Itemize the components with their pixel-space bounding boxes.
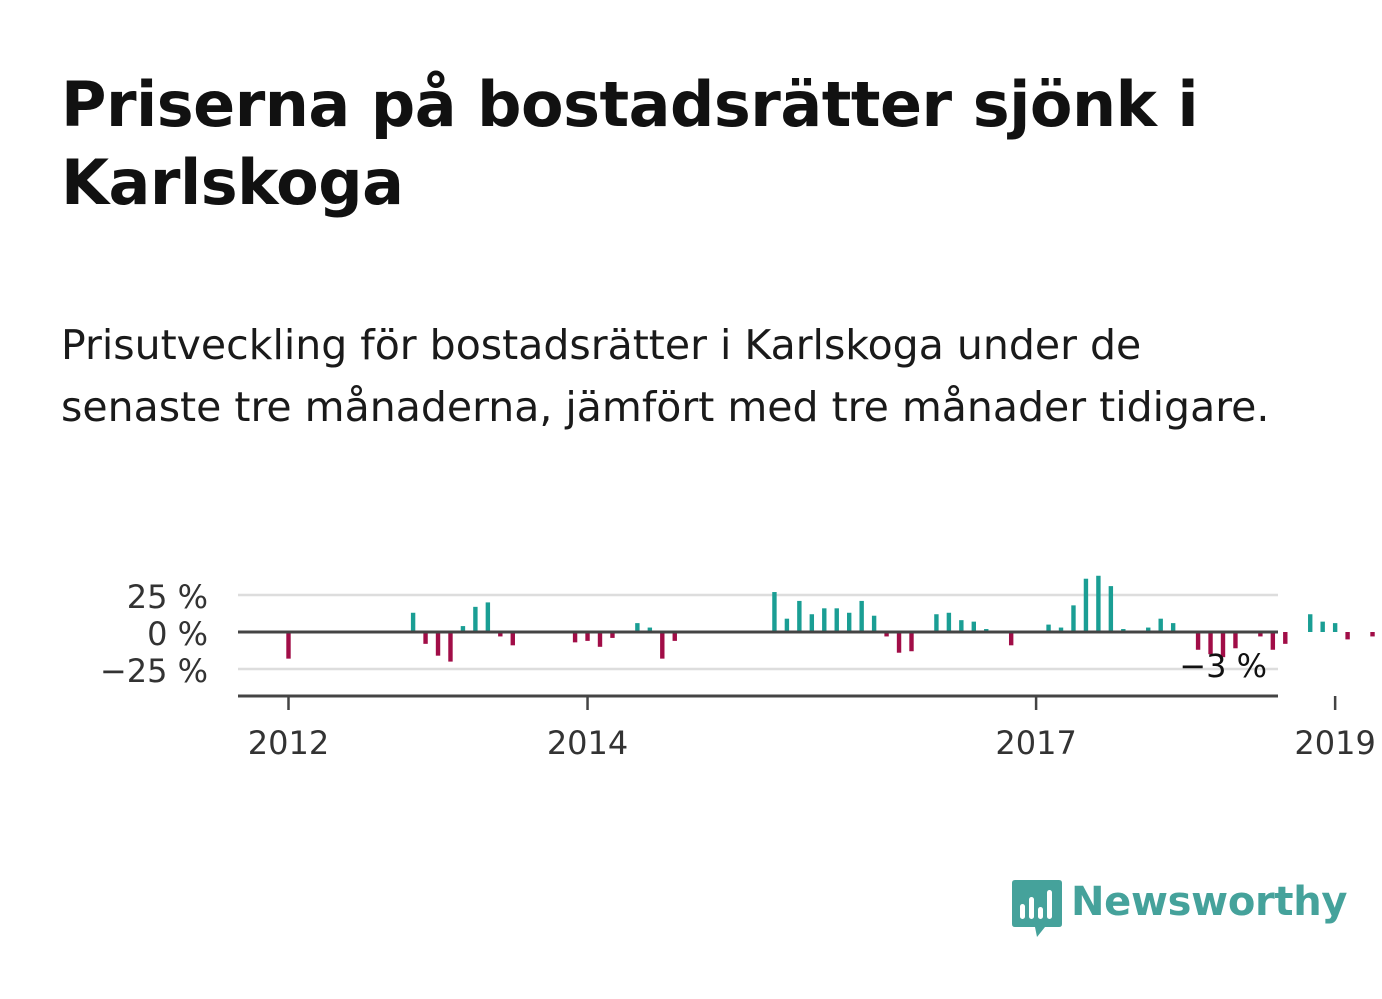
bar bbox=[1283, 632, 1288, 644]
bar bbox=[635, 623, 640, 632]
bar bbox=[423, 632, 428, 644]
newsworthy-logo-icon bbox=[1012, 880, 1062, 937]
bar bbox=[1332, 623, 1338, 632]
bar bbox=[871, 615, 877, 632]
bar bbox=[473, 606, 478, 632]
bar bbox=[822, 608, 827, 632]
bar bbox=[1046, 624, 1051, 632]
bar bbox=[1108, 586, 1114, 632]
x-tick-label: 2014 bbox=[547, 724, 628, 762]
bar bbox=[971, 621, 976, 632]
bar bbox=[1258, 632, 1263, 637]
bar bbox=[1170, 623, 1176, 632]
bar bbox=[1083, 578, 1089, 632]
bar bbox=[784, 618, 790, 632]
x-tick-label: 2019 bbox=[1294, 724, 1375, 762]
last-value-label: −3 % bbox=[1179, 647, 1267, 685]
bar bbox=[946, 612, 952, 632]
bar bbox=[1345, 632, 1350, 640]
bar bbox=[448, 632, 453, 662]
bar bbox=[859, 600, 864, 632]
bar bbox=[884, 632, 889, 637]
bar bbox=[460, 626, 466, 632]
bar bbox=[672, 632, 677, 641]
bar bbox=[772, 592, 777, 632]
bar bbox=[286, 632, 291, 659]
bar bbox=[1008, 632, 1014, 646]
bar bbox=[934, 614, 939, 632]
bar bbox=[1071, 605, 1076, 632]
bar bbox=[1096, 575, 1101, 632]
chart-subtitle: Prisutveckling för bostadsrätter i Karls… bbox=[61, 321, 1270, 431]
bar bbox=[510, 632, 515, 646]
chart-title: Priserna på bostadsrätter sjönk i Karlsk… bbox=[61, 68, 1199, 219]
bar bbox=[1146, 627, 1151, 632]
brand-name: Newsworthy bbox=[1071, 879, 1348, 925]
bar-chart: 25 %0 %−25 %201220142017201920222024−3 % bbox=[100, 575, 1376, 762]
bar bbox=[797, 600, 802, 632]
bar bbox=[660, 632, 665, 659]
bar bbox=[610, 632, 615, 638]
bar bbox=[647, 627, 653, 632]
bar bbox=[485, 602, 491, 632]
x-tick-label: 2012 bbox=[248, 724, 329, 762]
bar bbox=[896, 632, 902, 653]
bar bbox=[1370, 632, 1375, 637]
bar bbox=[809, 614, 815, 632]
x-tick-label: 2017 bbox=[995, 724, 1076, 762]
bar bbox=[1158, 618, 1163, 632]
bar bbox=[435, 632, 441, 656]
y-tick-label: 25 % bbox=[127, 578, 208, 616]
bar bbox=[585, 632, 590, 641]
newsworthy-logo: Newsworthy bbox=[1011, 878, 1348, 940]
bar bbox=[834, 608, 839, 632]
bar bbox=[498, 632, 503, 637]
bar bbox=[1058, 627, 1064, 632]
bar bbox=[1208, 632, 1213, 655]
bar bbox=[410, 612, 416, 632]
bar bbox=[597, 632, 603, 647]
bar bbox=[572, 632, 578, 643]
bar bbox=[1308, 614, 1313, 632]
bar bbox=[909, 632, 914, 652]
bar bbox=[1220, 632, 1226, 658]
bar bbox=[847, 612, 852, 632]
bar bbox=[1270, 632, 1276, 650]
bar bbox=[1233, 632, 1238, 649]
bar bbox=[1195, 632, 1201, 650]
bar bbox=[959, 620, 964, 632]
y-tick-label: 0 % bbox=[147, 615, 208, 653]
y-tick-label: −25 % bbox=[100, 652, 208, 690]
bar bbox=[1320, 621, 1325, 632]
